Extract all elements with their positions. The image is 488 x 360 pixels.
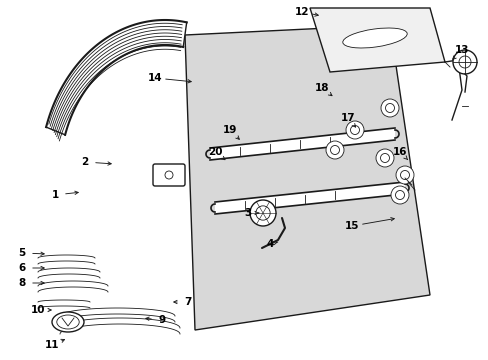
- Text: 14: 14: [147, 73, 162, 83]
- Polygon shape: [209, 128, 394, 160]
- Circle shape: [330, 145, 339, 154]
- Circle shape: [395, 166, 413, 184]
- Text: 1: 1: [51, 190, 59, 200]
- Text: 7: 7: [184, 297, 191, 307]
- Circle shape: [249, 200, 275, 226]
- Circle shape: [346, 121, 363, 139]
- Circle shape: [375, 149, 393, 167]
- Text: 15: 15: [344, 221, 359, 231]
- Text: 8: 8: [19, 278, 25, 288]
- Circle shape: [395, 190, 404, 199]
- Circle shape: [380, 99, 398, 117]
- Text: 12: 12: [294, 7, 308, 17]
- Text: 3: 3: [244, 208, 251, 218]
- Text: 13: 13: [454, 45, 468, 55]
- Text: 2: 2: [81, 157, 88, 167]
- Circle shape: [390, 186, 408, 204]
- Circle shape: [255, 206, 269, 220]
- Circle shape: [458, 56, 470, 68]
- FancyBboxPatch shape: [153, 164, 184, 186]
- Polygon shape: [46, 20, 186, 135]
- Circle shape: [164, 171, 173, 179]
- Text: 6: 6: [19, 263, 25, 273]
- Circle shape: [325, 141, 343, 159]
- Text: 10: 10: [31, 305, 45, 315]
- Circle shape: [380, 153, 389, 162]
- Polygon shape: [184, 25, 429, 330]
- Text: 11: 11: [45, 340, 59, 350]
- Circle shape: [350, 126, 359, 135]
- Circle shape: [400, 171, 408, 180]
- Ellipse shape: [342, 28, 407, 48]
- Text: 5: 5: [19, 248, 25, 258]
- Text: 18: 18: [314, 83, 328, 93]
- Text: 17: 17: [340, 113, 355, 123]
- Text: 19: 19: [223, 125, 237, 135]
- Text: 16: 16: [392, 147, 407, 157]
- Ellipse shape: [52, 312, 84, 332]
- Polygon shape: [309, 8, 444, 72]
- Text: 4: 4: [266, 239, 273, 249]
- Circle shape: [452, 50, 476, 74]
- Text: 20: 20: [207, 147, 222, 157]
- Text: 9: 9: [158, 315, 165, 325]
- Circle shape: [385, 104, 394, 113]
- Polygon shape: [215, 182, 404, 214]
- Ellipse shape: [57, 315, 79, 329]
